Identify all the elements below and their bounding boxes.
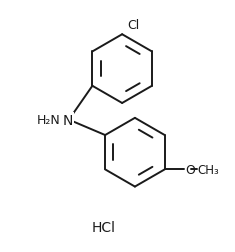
Text: HCl: HCl [92,220,116,234]
Text: CH₃: CH₃ [197,163,219,176]
Text: H₂N: H₂N [37,114,61,127]
Text: O: O [185,163,195,176]
Text: N: N [62,113,73,127]
Text: Cl: Cl [127,19,139,32]
